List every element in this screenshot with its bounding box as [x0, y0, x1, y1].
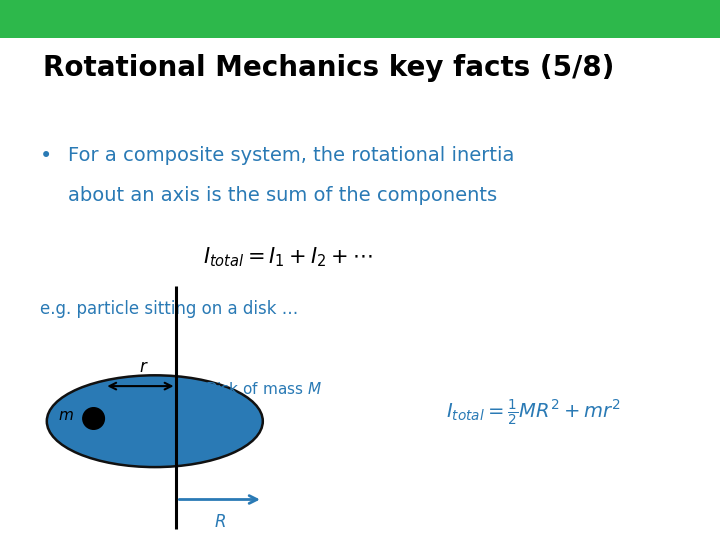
Text: •: •: [40, 146, 52, 166]
Text: e.g. particle sitting on a disk …: e.g. particle sitting on a disk …: [40, 300, 298, 318]
Text: For a composite system, the rotational inertia: For a composite system, the rotational i…: [68, 146, 515, 165]
Text: Rotational Mechanics key facts (5/8): Rotational Mechanics key facts (5/8): [43, 54, 615, 82]
Text: $I_{total} = \frac{1}{2}MR^2 + mr^2$: $I_{total} = \frac{1}{2}MR^2 + mr^2$: [446, 398, 620, 428]
Text: Disk of mass $M$: Disk of mass $M$: [205, 381, 322, 397]
Text: about an axis is the sum of the components: about an axis is the sum of the componen…: [68, 186, 498, 205]
Bar: [0, 0, 720, 38]
Text: $m$: $m$: [58, 408, 73, 423]
Text: $I_{total} = I_1 + I_2 + \cdots$: $I_{total} = I_1 + I_2 + \cdots$: [203, 246, 373, 269]
Text: $R$: $R$: [214, 513, 225, 531]
Ellipse shape: [47, 375, 263, 467]
Text: $r$: $r$: [139, 359, 149, 376]
Ellipse shape: [83, 408, 104, 429]
